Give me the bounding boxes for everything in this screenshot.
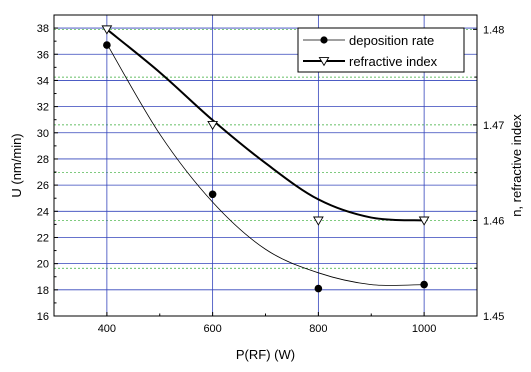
point-refractive-index-1000 [418, 216, 430, 226]
tick-label-x-600: 600 [203, 323, 221, 335]
tick-label-x-400: 400 [98, 323, 116, 335]
legend-marker-refractive-index [318, 57, 330, 67]
tick-label-right-1.45: 1.45 [483, 311, 504, 323]
tick-label-right-1.46: 1.46 [483, 215, 504, 227]
point-refractive-index-600 [207, 120, 219, 131]
tick-label-left-34: 34 [37, 75, 49, 87]
tick-label-right-1.48: 1.48 [483, 24, 504, 36]
legend-box [297, 27, 465, 73]
tick-label-left-24: 24 [37, 206, 49, 218]
ticks: 16 18 20 22 24 26 28 30 32 34 36 38 1.45 1.46 1.47 1.48… [37, 23, 505, 335]
point-refractive-index-800 [312, 216, 324, 226]
tick-label-left-20: 20 [37, 259, 49, 271]
data-markers [101, 25, 430, 293]
series-line-deposition-rate [106, 43, 425, 286]
tick-label-left-26: 26 [37, 180, 49, 192]
tick-label-x-800: 800 [309, 323, 327, 335]
legend-entry-deposition-rate: deposition rate [303, 33, 434, 48]
tick-label-x-1000: 1000 [412, 323, 436, 335]
point-deposition-rate-400 [103, 41, 111, 49]
tick-label-left-32: 32 [37, 102, 49, 114]
tick-label-left-16: 16 [37, 311, 49, 323]
tick-label-right-1.47: 1.47 [483, 120, 504, 132]
tick-label-left-30: 30 [37, 128, 49, 140]
point-deposition-rate-1000 [420, 280, 428, 289]
point-refractive-index-400 [101, 25, 113, 35]
legend-entry-refractive-index: refractive index [303, 54, 438, 69]
legend-marker-deposition-rate [320, 36, 328, 44]
legend: deposition rate refractive index [297, 27, 465, 73]
point-deposition-rate-800 [314, 284, 323, 293]
y-axis-right-label: n, refractive index [509, 114, 524, 217]
x-axis-label: P(RF) (W) [236, 347, 295, 362]
legend-label-refractive-index: refractive index [349, 54, 438, 69]
tick-label-left-36: 36 [37, 49, 49, 61]
tick-label-left-18: 18 [37, 285, 49, 297]
y-axis-left-label: U (nm/min) [9, 133, 24, 197]
fit-curves [106, 28, 425, 286]
tick-label-left-28: 28 [37, 154, 49, 166]
legend-label-deposition-rate: deposition rate [349, 33, 434, 48]
series-line-refractive-index [106, 28, 425, 222]
point-deposition-rate-600 [208, 190, 217, 199]
tick-label-left-38: 38 [37, 23, 49, 35]
tick-label-left-22: 22 [37, 232, 49, 244]
